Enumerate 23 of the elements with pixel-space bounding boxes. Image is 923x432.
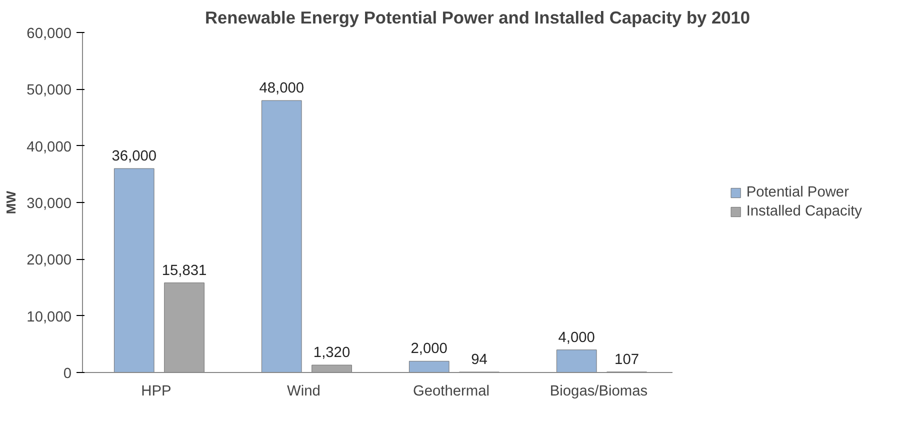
x-tick-label: Biogas/Biomas (550, 384, 648, 400)
chart-title: Renewable Energy Potential Power and Installed Capacity by 2010 (204, 8, 750, 28)
y-tick-label: 0 (63, 366, 72, 382)
data-label: 4,000 (558, 330, 595, 346)
legend-label: Potential Power (746, 184, 849, 200)
data-label: 1,320 (313, 345, 350, 362)
y-axis-title: MW (4, 190, 19, 214)
data-label: 36,000 (112, 148, 157, 164)
y-tick-label: 60,000 (26, 26, 72, 42)
y-tick-label: 20,000 (26, 252, 72, 269)
y-tick-label: 30,000 (26, 196, 72, 212)
y-tick-label: 40,000 (26, 139, 72, 156)
x-tick-label: Geothermal (412, 384, 490, 400)
y-tick-label: 10,000 (26, 309, 72, 326)
data-label: 94 (471, 352, 488, 368)
data-label: 15,831 (162, 262, 207, 279)
data-label: 107 (614, 352, 640, 368)
legend-label: Installed Capacity (746, 204, 862, 220)
x-tick-label: HPP (141, 384, 172, 400)
data-label: 2,000 (410, 341, 448, 358)
y-tick-label: 50,000 (26, 82, 72, 99)
data-label: 48,000 (259, 80, 304, 96)
x-tick-label: Wind (287, 384, 320, 400)
